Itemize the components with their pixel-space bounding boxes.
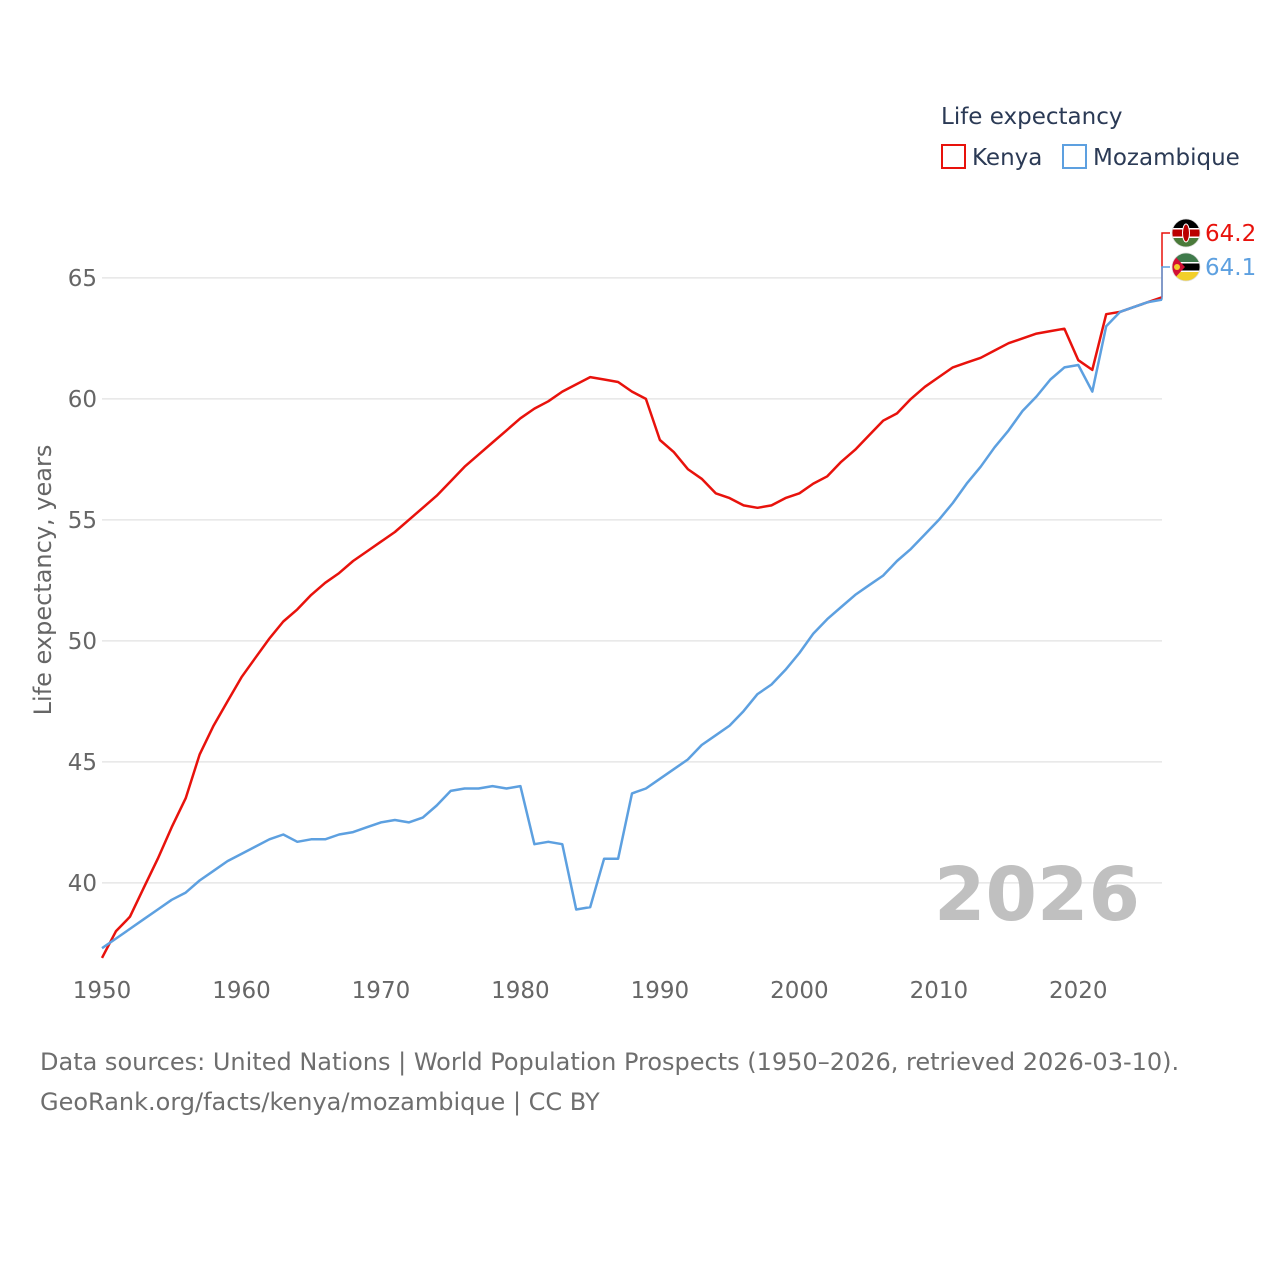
x-tick-label: 2010 (910, 978, 969, 1004)
legend-label-kenya: Kenya (972, 145, 1042, 171)
legend-swatch-mozambique (1062, 144, 1087, 169)
series-line-mozambique[interactable] (101, 298, 1163, 950)
series-lines (100, 296, 1163, 959)
x-tick-label: 2020 (1049, 978, 1108, 1004)
x-tick-label: 1970 (352, 978, 411, 1004)
y-tick-label: 40 (68, 871, 97, 897)
connector-kenya (1161, 232, 1170, 298)
x-tick-label: 2000 (770, 978, 829, 1004)
legend-item-kenya[interactable]: Kenya (941, 144, 1042, 171)
x-tick-label: 1980 (491, 978, 550, 1004)
end-label-mozambique: 64.1 (1205, 255, 1256, 281)
y-axis-label: Life expectancy, years (29, 445, 57, 716)
y-tick-label: 60 (68, 387, 97, 413)
y-tick-label: 55 (68, 508, 97, 534)
y-axis: 40 45 50 55 60 65 (68, 266, 97, 897)
x-tick-label: 1960 (212, 978, 271, 1004)
legend-swatch-kenya (941, 144, 966, 169)
mozambique-flag-icon (1171, 252, 1201, 282)
kenya-flag-icon (1171, 218, 1201, 248)
end-label-kenya: 64.2 (1205, 221, 1256, 247)
credit-link[interactable]: GeoRank.org/facts/kenya/mozambique | CC … (40, 1088, 600, 1116)
connector-mozambique (1161, 266, 1170, 300)
y-tick-label: 45 (68, 750, 97, 776)
x-axis: 1950 1960 1970 1980 1990 2000 2010 2020 (73, 978, 1108, 1004)
footer: Data sources: United Nations | World Pop… (40, 1042, 1179, 1122)
series-line-kenya[interactable] (100, 296, 1163, 959)
legend: Life expectancy Kenya Mozambique (941, 104, 1240, 171)
x-tick-label: 1950 (73, 978, 132, 1004)
data-sources: Data sources: United Nations | World Pop… (40, 1048, 1180, 1076)
y-tick-label: 50 (68, 629, 97, 655)
x-tick-label: 1990 (631, 978, 690, 1004)
line-chart: 40 45 50 55 60 65 1950 1960 1970 1980 1990 2000 201… (29, 104, 1256, 1004)
grid-lines (102, 277, 1162, 884)
y-tick-label: 65 (68, 266, 97, 292)
end-labels: 64.2 64.1 (1161, 218, 1256, 300)
year-watermark: 2026 (934, 852, 1140, 938)
legend-title: Life expectancy (941, 104, 1122, 130)
legend-label-mozambique: Mozambique (1093, 145, 1240, 171)
legend-item-mozambique[interactable]: Mozambique (1062, 144, 1240, 171)
